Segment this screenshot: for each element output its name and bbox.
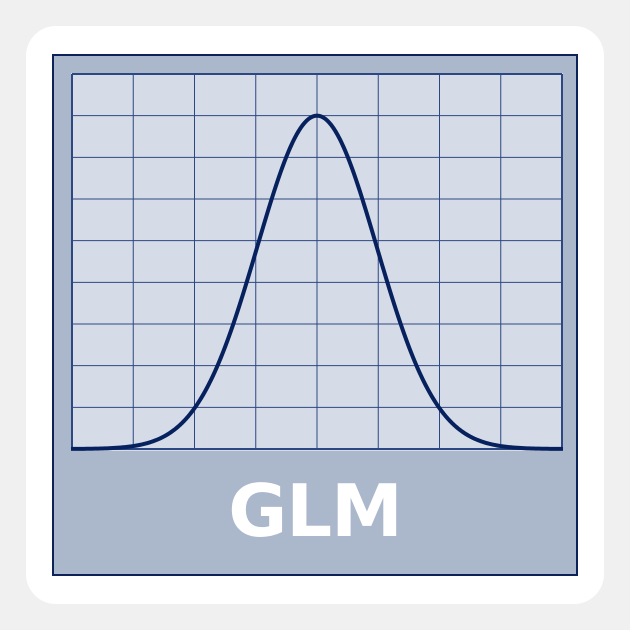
bell-curve-icon <box>71 73 563 451</box>
glm-card: GLM <box>52 54 578 576</box>
bell-curve-line <box>71 113 563 451</box>
card-label: GLM <box>228 469 403 553</box>
